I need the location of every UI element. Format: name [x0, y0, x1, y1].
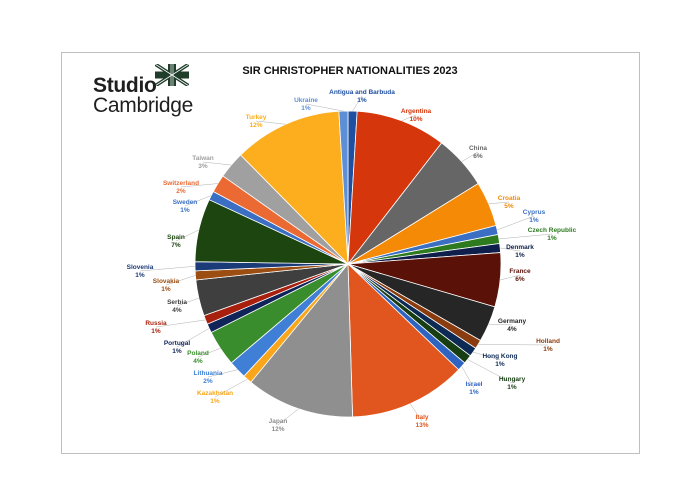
slice-label-antigua-and-barbuda: Antigua and Barbuda 1% — [329, 89, 395, 104]
leader-line-slovenia — [139, 266, 196, 272]
leader-line-hungary — [467, 359, 513, 384]
leader-line-sweden — [184, 195, 212, 207]
slice-label-taiwan: Taiwan 3% — [192, 155, 214, 170]
leader-line-lithuania — [207, 369, 238, 378]
leader-line-poland — [197, 348, 221, 358]
slice-label-turkey: Turkey 12% — [246, 114, 267, 129]
slice-label-hungary: Hungary 1% — [499, 376, 526, 391]
slice-label-argentina: Argentina 10% — [401, 108, 432, 123]
slice-label-cyprus: Cyprus 1% — [523, 209, 546, 224]
leader-line-ukraine — [305, 103, 344, 112]
leader-line-denmark — [500, 247, 521, 252]
leader-line-japan — [277, 408, 299, 426]
pie-slice-ukraine — [338, 110, 349, 265]
chart-title: SIR CHRISTOPHER NATIONALITIES 2023 — [242, 65, 458, 77]
pie-slice-japan — [250, 262, 353, 418]
slice-label-sweden: Sweden 1% — [173, 199, 198, 214]
pie-slice-turkey — [240, 110, 349, 266]
slice-label-russia: Russia 1% — [145, 320, 167, 335]
leader-line-israel — [461, 366, 475, 389]
leader-line-portugal — [176, 328, 210, 348]
leader-line-hong-kong — [473, 351, 501, 361]
slice-label-china: China 6% — [469, 145, 487, 160]
leader-line-taiwan — [202, 161, 232, 166]
slice-label-poland: Poland 4% — [187, 350, 209, 365]
logo-text-cambridge: Cambridge — [93, 94, 194, 117]
leader-line-germany — [488, 323, 513, 326]
leader-line-czech-republic — [498, 233, 553, 240]
leader-line-turkey — [255, 120, 286, 125]
slice-label-ukraine: Ukraine 1% — [294, 97, 318, 112]
leader-line-serbia — [176, 297, 199, 307]
slice-label-czech-republic: Czech Republic 1% — [528, 227, 577, 242]
slice-label-italy: Italy 13% — [415, 414, 428, 429]
slice-label-lithuania: Lithuania 2% — [194, 370, 223, 385]
slice-label-slovenia: Slovenia 1% — [127, 264, 154, 279]
logo-text-studio: Studio — [93, 74, 157, 97]
leader-line-holland — [478, 344, 549, 346]
leader-line-croatia — [488, 201, 510, 205]
slice-label-france: France 6% — [509, 268, 531, 283]
slice-label-kazakhstan: Kazakhstan 1% — [197, 390, 233, 405]
slice-label-holland: Holland 1% — [536, 338, 560, 353]
leader-line-china — [461, 151, 479, 162]
leader-line-argentina — [401, 114, 417, 121]
leader-line-cyprus — [497, 215, 535, 231]
leader-line-france — [500, 274, 521, 281]
studio-cambridge-logo: Studio Cambridge — [93, 64, 203, 120]
slice-label-japan: Japan 12% — [269, 418, 288, 433]
slice-label-portugal: Portugal 1% — [164, 340, 191, 355]
slice-label-serbia: Serbia 4% — [167, 299, 187, 314]
slice-label-spain: Spain 7% — [167, 234, 185, 249]
pie-slice-argentina — [347, 110, 443, 266]
leader-line-antigua-and-barbuda — [352, 95, 363, 112]
slice-label-germany: Germany 4% — [498, 318, 527, 333]
leader-line-italy — [410, 403, 423, 422]
union-jack-icon — [155, 64, 189, 86]
leader-line-russia — [155, 319, 206, 328]
slice-label-denmark: Denmark 1% — [506, 244, 534, 259]
slice-label-croatia: Croatia 5% — [498, 195, 521, 210]
slice-label-hong-kong: Hong Kong 1% — [482, 353, 517, 368]
leader-line-switzerland — [180, 183, 218, 188]
slice-label-switzerland: Switzerland 2% — [163, 180, 199, 195]
slice-label-slovakia: Slovakia 1% — [153, 278, 180, 293]
leader-line-spain — [175, 229, 199, 242]
leader-line-slovakia — [165, 275, 196, 286]
leader-line-kazakhstan — [214, 379, 248, 398]
slice-label-israel: Israel 1% — [466, 381, 483, 396]
